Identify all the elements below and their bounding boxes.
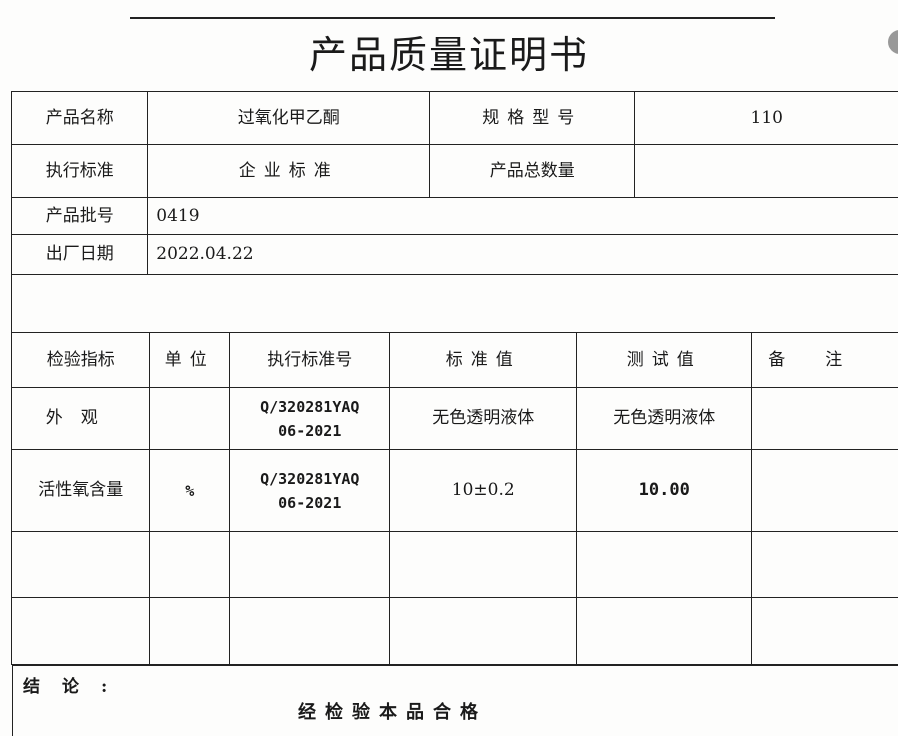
page-title: 产品质量证明书 <box>308 33 589 77</box>
row2-unit: % <box>149 449 231 533</box>
header-note: 备注 <box>751 332 898 389</box>
conclusion-box: 结论: 经检验本品合格 <box>12 665 898 736</box>
row2-std-no: Q/320281YAQ 06-2021 <box>229 449 391 533</box>
empty-cell <box>751 597 898 666</box>
scan-artifact <box>888 30 898 54</box>
row1-std-value: 无色透明液体 <box>389 387 578 451</box>
row2-test-value: 10.00 <box>576 449 753 533</box>
empty-cell <box>149 597 231 666</box>
empty-cell <box>229 597 391 666</box>
batch-value: 0419 <box>147 197 898 236</box>
row2-note <box>751 449 898 533</box>
row1-unit <box>149 387 231 451</box>
spec-value: 110 <box>634 91 898 146</box>
header-test-value: 测试值 <box>576 332 753 389</box>
empty-cell <box>576 597 753 666</box>
product-name-label: 产品名称 <box>11 91 149 146</box>
empty-cell <box>11 597 151 666</box>
conclusion-label: 结论: <box>23 677 130 697</box>
empty-cell <box>149 531 231 599</box>
conclusion-text: 经检验本品合格 <box>298 702 487 723</box>
date-label: 出厂日期 <box>11 234 149 276</box>
row1-note <box>751 387 898 451</box>
blank-row <box>11 274 898 334</box>
header-unit: 单位 <box>149 332 231 389</box>
empty-cell <box>751 531 898 599</box>
header-rule <box>130 17 775 19</box>
date-value: 2022.04.22 <box>147 234 898 276</box>
row1-std-no: Q/320281YAQ 06-2021 <box>229 387 391 451</box>
product-name-value: 过氧化甲乙酮 <box>147 91 431 146</box>
batch-label: 产品批号 <box>11 197 149 236</box>
empty-cell <box>389 531 578 599</box>
empty-cell <box>229 531 391 599</box>
row1-item: 外观 <box>11 387 151 451</box>
header-item: 检验指标 <box>11 332 151 389</box>
row2-std-value: 10±0.2 <box>389 449 578 533</box>
header-std-no: 执行标准号 <box>229 332 391 389</box>
row2-item: 活性氧含量 <box>11 449 151 533</box>
empty-cell <box>11 531 151 599</box>
empty-cell <box>576 531 753 599</box>
spec-label: 规格型号 <box>429 91 636 146</box>
empty-cell <box>389 597 578 666</box>
total-label: 产品总数量 <box>429 144 636 199</box>
standard-value: 企业标准 <box>147 144 431 199</box>
total-value <box>634 144 898 199</box>
standard-label: 执行标准 <box>11 144 149 199</box>
row1-test-value: 无色透明液体 <box>576 387 753 451</box>
header-std-value: 标准值 <box>389 332 578 389</box>
